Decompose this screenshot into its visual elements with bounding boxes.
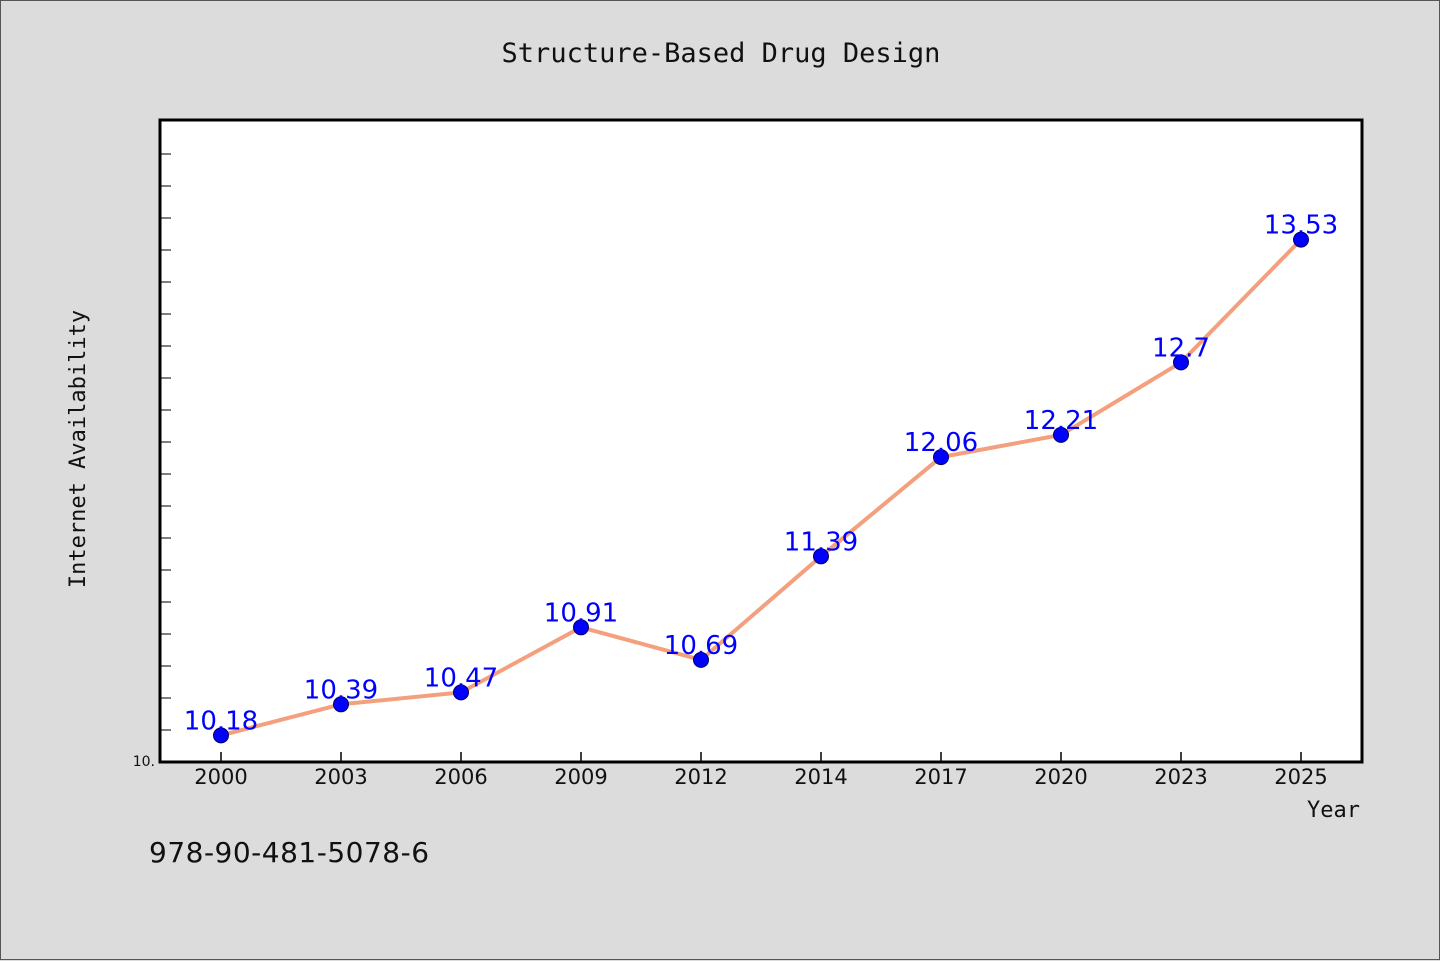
x-tick-label: 2006 <box>434 765 487 789</box>
isbn-text: 978-90-481-5078-6 <box>149 836 430 869</box>
x-tick-label: 2025 <box>1274 765 1327 789</box>
y-axis-ticks <box>159 153 171 731</box>
data-label: 12.7 <box>1152 333 1210 363</box>
data-label: 12.06 <box>904 428 978 458</box>
data-label: 10.47 <box>424 663 498 693</box>
x-axis-label: Year <box>1307 798 1360 823</box>
data-point <box>813 548 829 565</box>
series-line <box>219 237 1303 738</box>
data-label: 13.53 <box>1264 211 1338 241</box>
x-tick-label: 2014 <box>794 765 847 789</box>
data-label: 10.69 <box>664 631 738 661</box>
data-label: 12.21 <box>1024 406 1098 436</box>
data-label: 10.39 <box>304 675 378 705</box>
x-axis-tick-labels: 2000 2003 2006 2009 2012 2014 2017 2020 2023 2025 <box>194 765 1327 789</box>
data-label: 10.18 <box>184 706 258 736</box>
x-tick-label: 2003 <box>314 765 367 789</box>
x-axis-ticks <box>220 752 1302 762</box>
data-labels: 10.18 10.39 10.47 10.91 10.69 11.39 12.06 12.21… <box>184 211 1338 737</box>
data-label: 11.39 <box>784 527 858 557</box>
data-point <box>933 449 949 466</box>
x-tick-label: 2009 <box>554 765 607 789</box>
data-label: 10.91 <box>544 598 618 628</box>
y-axis-label: Internet Availability <box>66 310 91 588</box>
data-point <box>573 619 589 636</box>
chart-title: Structure-Based Drug Design <box>502 38 941 69</box>
data-point <box>333 696 349 713</box>
x-tick-label: 2020 <box>1034 765 1087 789</box>
plot-area <box>158 118 1364 764</box>
data-point <box>1293 231 1309 248</box>
x-tick-label: 2012 <box>674 765 727 789</box>
x-tick-label: 2023 <box>1154 765 1207 789</box>
x-tick-label: 2000 <box>194 765 247 789</box>
y-tick-label: 10. <box>133 754 155 770</box>
x-tick-label: 2017 <box>914 765 967 789</box>
data-point <box>453 684 469 701</box>
data-point <box>693 651 709 668</box>
data-point <box>1053 426 1069 443</box>
data-point <box>213 727 229 744</box>
series-markers <box>213 231 1309 744</box>
data-point <box>1173 354 1189 371</box>
